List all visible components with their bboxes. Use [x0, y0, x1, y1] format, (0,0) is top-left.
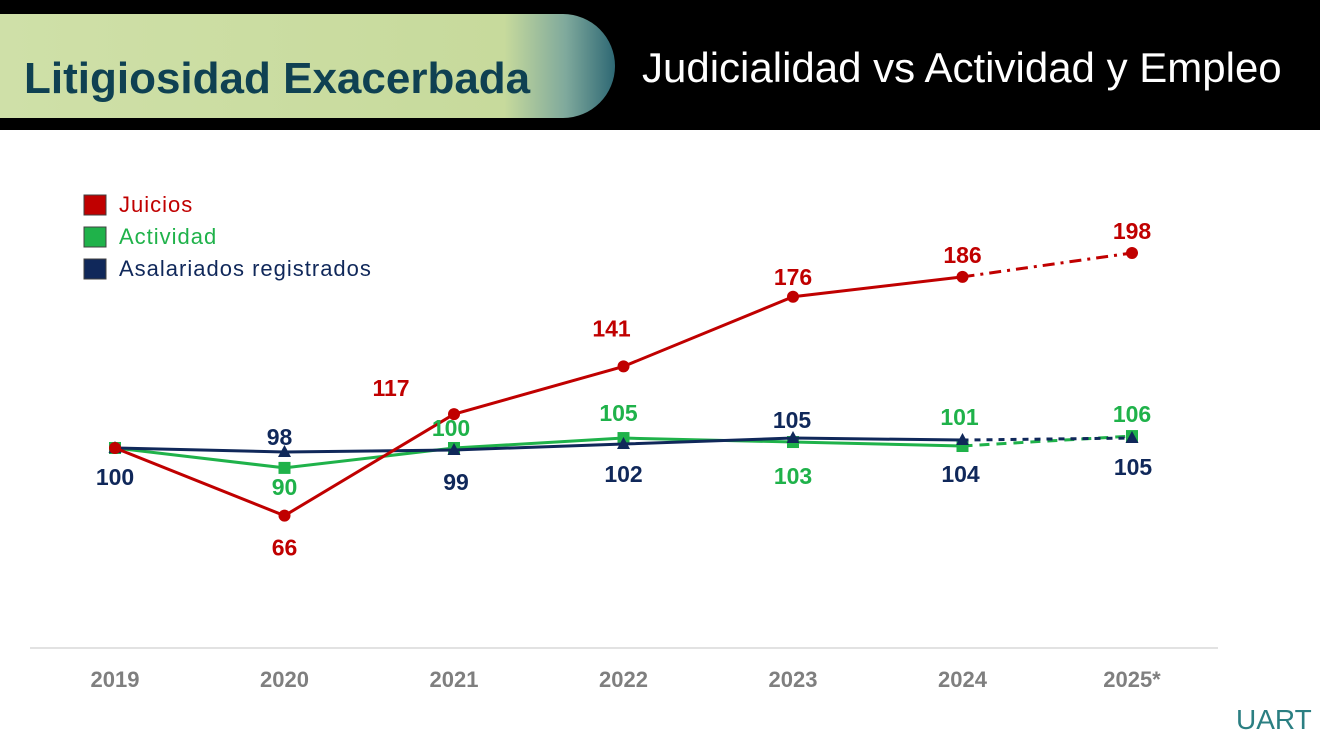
juicios-data-label: 117 — [372, 375, 409, 401]
juicios-point — [448, 408, 460, 421]
x-tick-label: 2020 — [260, 667, 309, 692]
asalariados-point — [1125, 431, 1139, 444]
legend-label-juicios: Juicios — [119, 192, 193, 217]
juicios-point — [787, 290, 799, 303]
actividad-data-label: 105 — [599, 400, 638, 426]
actividad-data-label: 100 — [432, 415, 470, 441]
x-tick-label: 2023 — [769, 667, 818, 692]
juicios-point — [617, 360, 630, 373]
asalariados-data-label: 104 — [941, 461, 980, 487]
asalariados-point — [786, 431, 800, 444]
juicios-point — [956, 270, 969, 283]
asalariados-point — [617, 437, 630, 450]
actividad-point — [278, 461, 291, 474]
juicios-projection-line — [962, 251, 1133, 279]
section-title-pill: Litigiosidad Exacerbada — [0, 14, 615, 118]
juicios-data-label: 186 — [943, 242, 981, 268]
actividad-data-label: 103 — [774, 463, 812, 489]
x-tick-label: 2022 — [599, 667, 648, 692]
asalariados-data-label: 98 — [267, 424, 293, 450]
asalariados-data-label: 105 — [1114, 454, 1153, 480]
actividad-data-label: 101 — [940, 404, 979, 430]
juicios-point — [278, 509, 291, 522]
asalariados-point — [447, 442, 461, 455]
asalariados-point — [956, 433, 969, 446]
juicios-data-label: 66 — [272, 535, 298, 561]
juicios-point — [109, 442, 121, 454]
legend-swatch-juicios — [83, 194, 107, 216]
juicios-point — [1126, 246, 1138, 259]
line-chart: 2019 2020 2021 2022 2023 2024 2025* 90 100 105 103… — [30, 192, 1218, 692]
juicios-data-label: 141 — [592, 315, 631, 341]
legend-swatch-actividad — [83, 226, 107, 248]
x-tick-label: 2025* — [1103, 667, 1161, 692]
slide-title: Judicialidad vs Actividad y Empleo — [642, 44, 1282, 91]
asalariados-data-label: 100 — [96, 464, 134, 490]
actividad-projection-line — [962, 434, 1133, 448]
x-tick-label: 2024 — [938, 667, 988, 692]
juicios-series-line — [114, 275, 963, 518]
legend-swatch-asalariados — [83, 258, 107, 280]
actividad-data-label: 90 — [272, 474, 298, 500]
asalariados-series-line — [114, 436, 963, 454]
x-tick-label: 2021 — [430, 667, 479, 692]
legend-label-asalariados: Asalariados registrados — [119, 256, 372, 281]
asalariados-projection-line — [962, 436, 1133, 442]
x-tick-label: 2019 — [91, 667, 140, 692]
asalariados-point — [278, 444, 291, 457]
actividad-data-label: 106 — [1113, 401, 1151, 427]
asalariados-data-label: 105 — [773, 407, 812, 433]
actividad-series-line — [114, 436, 963, 470]
asalariados-data-label: 102 — [604, 461, 642, 487]
asalariados-data-label: 99 — [443, 469, 469, 495]
juicios-data-label: 176 — [774, 264, 812, 290]
brand-logo: UART — [1236, 704, 1312, 735]
juicios-data-label: 198 — [1113, 218, 1152, 244]
legend-label-actividad: Actividad — [119, 224, 217, 249]
section-title: Litigiosidad Exacerbada — [24, 54, 531, 103]
